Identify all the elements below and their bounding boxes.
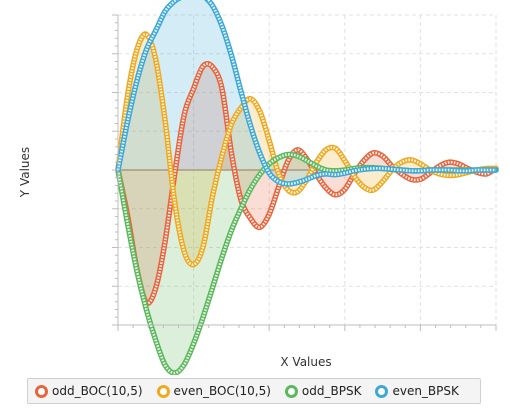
legend-marker-icon xyxy=(375,384,389,398)
x-axis-label: X Values xyxy=(280,355,331,369)
legend-label: even_BOC(10,5) xyxy=(173,384,271,398)
chart-axes xyxy=(112,14,497,331)
legend-marker-icon xyxy=(156,384,170,398)
legend-marker-icon xyxy=(35,384,48,398)
legend-marker-icon xyxy=(284,384,298,398)
legend-item-odd-boc-10-5: odd_BOC(10,5) xyxy=(35,384,143,398)
chart-legend: odd_BOC(10,5) even_BOC(10,5) odd_BPSK even_… xyxy=(27,378,481,404)
line-dots-even-bpsk xyxy=(116,0,496,186)
chart-area: Y Values X Values xyxy=(18,0,499,375)
legend-label: even_BPSK xyxy=(392,384,459,398)
chart-lines xyxy=(115,0,499,375)
y-axis-label: Y Values xyxy=(18,147,32,198)
legend-item-even-boc-10-5: even_BOC(10,5) xyxy=(156,384,271,398)
legend-label: odd_BPSK xyxy=(301,384,362,398)
legend-item-even-bpsk: even_BPSK xyxy=(375,384,459,398)
area-odd-boc-10-5 xyxy=(118,63,496,304)
legend-label: odd_BOC(10,5) xyxy=(52,384,143,398)
legend-item-odd-bpsk: odd_BPSK xyxy=(284,384,362,398)
area-even-bpsk xyxy=(118,0,496,184)
